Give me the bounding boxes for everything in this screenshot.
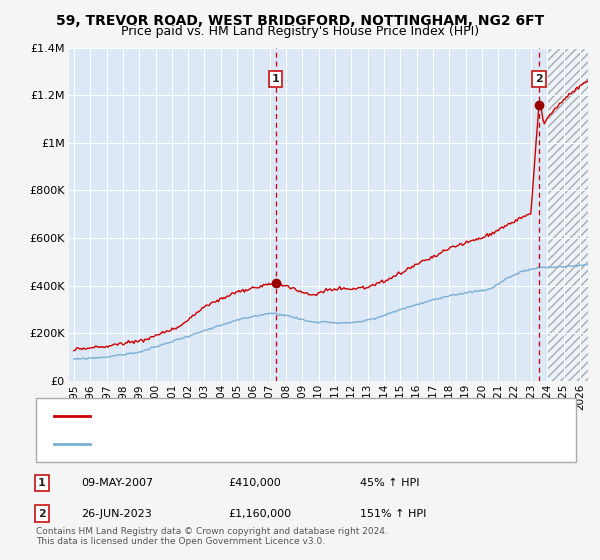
Text: 09-MAY-2007: 09-MAY-2007	[81, 478, 153, 488]
Text: £1,160,000: £1,160,000	[228, 509, 291, 519]
Bar	[547, 48, 596, 381]
Text: HPI: Average price, detached house, Rushcliffe: HPI: Average price, detached house, Rush…	[96, 439, 340, 449]
Text: Contains HM Land Registry data © Crown copyright and database right 2024.
This d: Contains HM Land Registry data © Crown c…	[36, 526, 388, 546]
Text: 2: 2	[535, 74, 543, 84]
Text: 59, TREVOR ROAD, WEST BRIDGFORD, NOTTINGHAM, NG2 6FT (detached house): 59, TREVOR ROAD, WEST BRIDGFORD, NOTTING…	[96, 410, 517, 421]
Text: 1: 1	[38, 478, 46, 488]
Text: 1: 1	[272, 74, 280, 84]
Text: 59, TREVOR ROAD, WEST BRIDGFORD, NOTTINGHAM, NG2 6FT: 59, TREVOR ROAD, WEST BRIDGFORD, NOTTING…	[56, 14, 544, 28]
Text: £410,000: £410,000	[228, 478, 281, 488]
Text: 26-JUN-2023: 26-JUN-2023	[81, 509, 152, 519]
Text: 151% ↑ HPI: 151% ↑ HPI	[360, 509, 427, 519]
Text: 2: 2	[38, 509, 46, 519]
Bar	[547, 48, 596, 381]
Text: Price paid vs. HM Land Registry's House Price Index (HPI): Price paid vs. HM Land Registry's House …	[121, 25, 479, 38]
Text: 45% ↑ HPI: 45% ↑ HPI	[360, 478, 419, 488]
